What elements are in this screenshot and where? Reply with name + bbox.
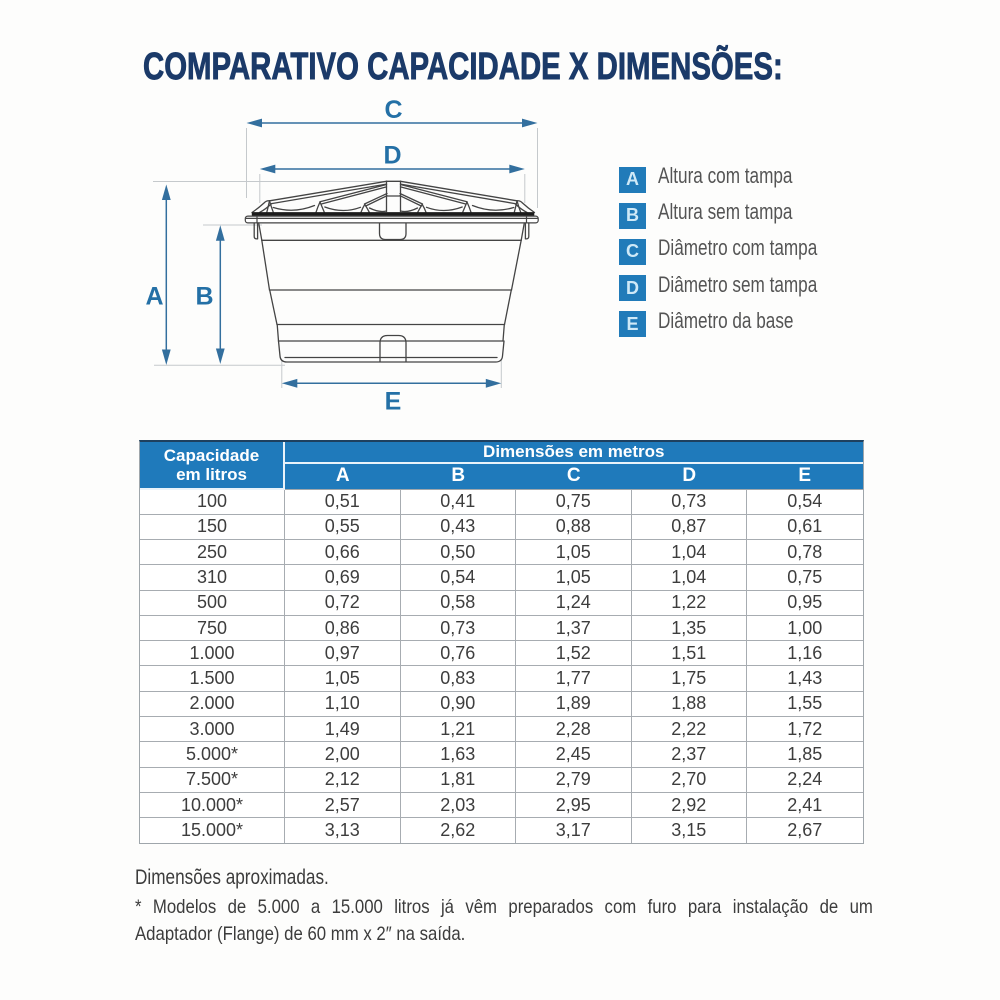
svg-text:E: E — [385, 388, 402, 416]
svg-text:B: B — [195, 283, 213, 311]
svg-text:D: D — [383, 142, 401, 170]
svg-text:C: C — [384, 96, 402, 124]
svg-text:A: A — [145, 283, 163, 311]
